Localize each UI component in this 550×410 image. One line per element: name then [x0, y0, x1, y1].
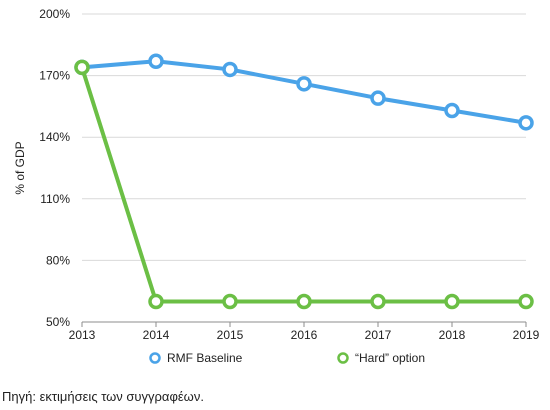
- series-line-2: [80, 65, 528, 304]
- data-point: [74, 59, 90, 76]
- data-point: [222, 293, 238, 310]
- legend-label: RMF Baseline: [167, 351, 243, 365]
- y-tick-label: 80%: [46, 253, 70, 267]
- y-tick-label: 140%: [39, 130, 70, 144]
- data-point: [296, 76, 312, 92]
- y-tick-label: 50%: [46, 315, 70, 329]
- data-point: [370, 90, 386, 106]
- data-point: [370, 293, 386, 310]
- legend-marker: [149, 352, 161, 364]
- legend-label: “Hard” option: [355, 351, 425, 365]
- source-note: Πηγή: εκτιμήσεις των συγγραφέων.: [2, 389, 204, 404]
- x-tick-label: 2013: [69, 328, 96, 342]
- x-tick-label: 2018: [439, 328, 466, 342]
- y-tick-label: 110%: [40, 192, 70, 206]
- y-tick-label: 200%: [39, 7, 70, 21]
- y-tick-label: 170%: [39, 69, 70, 83]
- x-tick-label: 2014: [143, 328, 170, 342]
- data-point: [148, 293, 164, 310]
- data-point: [296, 293, 312, 310]
- x-tick-label: 2019: [513, 328, 540, 342]
- axis-layer: 50% 80% 110% 140% 170% 200% 2013 2014 2015 2016 20…: [13, 7, 540, 342]
- line-chart: 50% 80% 110% 140% 170% 200% 2013 2014 2015 2016 20…: [13, 7, 540, 365]
- data-point: [518, 115, 534, 131]
- x-tick-label: 2017: [365, 328, 392, 342]
- x-tick-label: 2016: [291, 328, 318, 342]
- legend-marker: [337, 352, 349, 364]
- x-tick-label: 2015: [217, 328, 244, 342]
- y-axis-title: % of GDP: [13, 141, 27, 194]
- legend: RMF Baseline “Hard” option: [149, 351, 425, 365]
- data-point: [444, 293, 460, 310]
- series-layer: [74, 53, 534, 310]
- data-point: [148, 53, 164, 69]
- data-point: [222, 61, 238, 78]
- series-line-1: [80, 59, 528, 125]
- grid-layer: [82, 13, 526, 261]
- data-point: [518, 293, 534, 310]
- data-point: [444, 102, 460, 119]
